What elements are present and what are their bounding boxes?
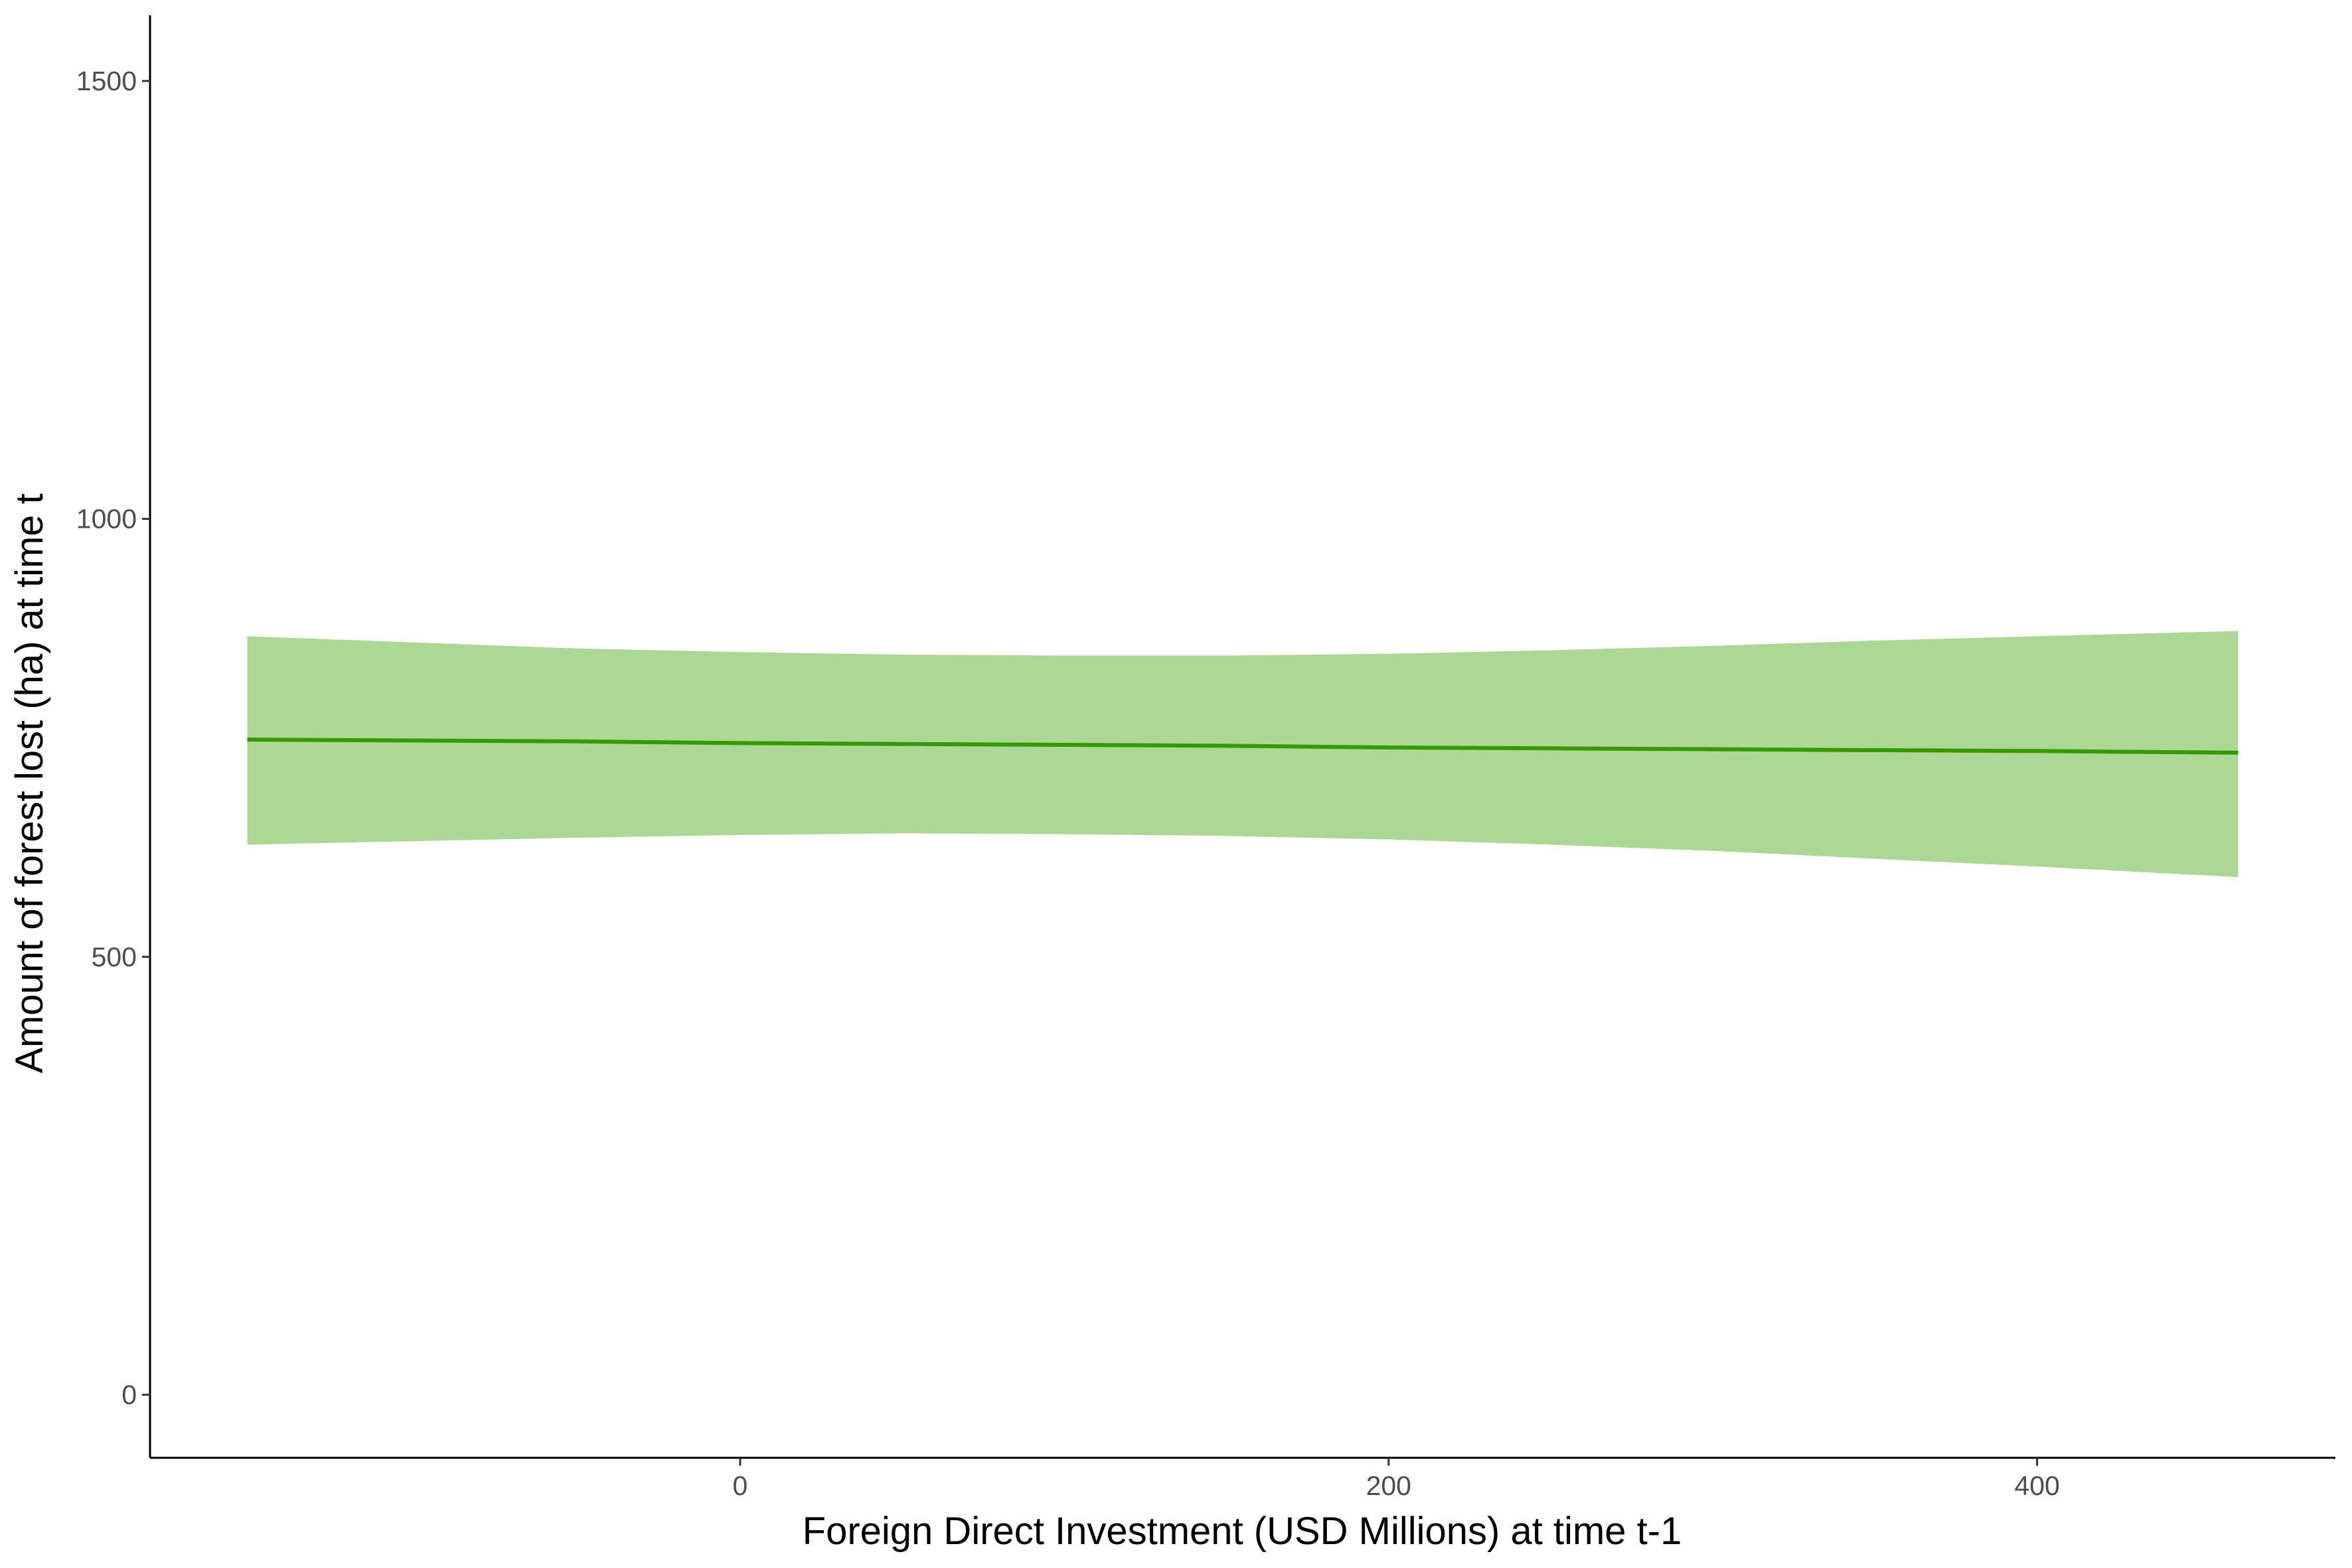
- y-tick-label: 500: [92, 941, 137, 972]
- y-axis-title: Amount of forest lost (ha) at time t: [8, 493, 51, 1073]
- trend-line: [247, 738, 2238, 755]
- x-tick-label: 400: [2014, 1470, 2059, 1501]
- x-tick-label: 0: [733, 1470, 748, 1501]
- y-tick-label: 1000: [76, 504, 137, 534]
- y-tick-label: 0: [121, 1379, 137, 1410]
- confidence-band: [247, 631, 2238, 878]
- x-axis-title: Foreign Direct Investment (USD Millions)…: [803, 1510, 1682, 1553]
- y-tick-label: 1500: [76, 66, 137, 96]
- x-tick-label: 200: [1366, 1470, 1411, 1501]
